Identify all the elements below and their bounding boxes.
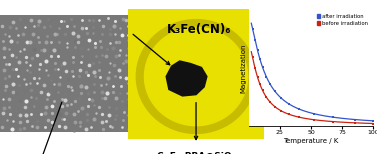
Point bbox=[259, 89, 265, 91]
Point bbox=[257, 83, 263, 86]
Point bbox=[254, 76, 261, 78]
Point bbox=[272, 105, 278, 108]
Point bbox=[259, 66, 265, 68]
Point bbox=[263, 96, 269, 98]
X-axis label: Temperature / K: Temperature / K bbox=[284, 138, 339, 144]
Point bbox=[278, 110, 284, 112]
Point bbox=[252, 39, 258, 41]
Circle shape bbox=[144, 27, 248, 126]
Point bbox=[267, 101, 273, 103]
Point bbox=[272, 90, 278, 93]
Point bbox=[252, 67, 258, 69]
Text: CoFe PBA@SiO₂: CoFe PBA@SiO₂ bbox=[157, 152, 235, 154]
Circle shape bbox=[136, 20, 256, 133]
Point bbox=[330, 120, 336, 123]
Point bbox=[351, 122, 357, 124]
Point bbox=[278, 97, 284, 99]
Y-axis label: Magnetization: Magnetization bbox=[240, 43, 246, 93]
Legend: after irradiation, before irradiation: after irradiation, before irradiation bbox=[314, 12, 371, 28]
Point bbox=[370, 122, 376, 125]
Point bbox=[296, 108, 302, 110]
Point bbox=[257, 58, 263, 61]
Point bbox=[311, 112, 317, 115]
Point bbox=[254, 49, 261, 52]
Point bbox=[286, 113, 292, 115]
Point bbox=[330, 116, 336, 118]
Point bbox=[250, 56, 256, 59]
Point bbox=[296, 116, 302, 118]
Text: K₃Fe(CN)₆: K₃Fe(CN)₆ bbox=[167, 23, 231, 36]
Point bbox=[351, 118, 357, 121]
Point bbox=[311, 118, 317, 121]
Polygon shape bbox=[166, 61, 207, 96]
Point bbox=[370, 120, 376, 122]
Point bbox=[286, 103, 292, 105]
Point bbox=[263, 75, 269, 78]
Point bbox=[250, 28, 256, 30]
Point bbox=[267, 83, 273, 85]
